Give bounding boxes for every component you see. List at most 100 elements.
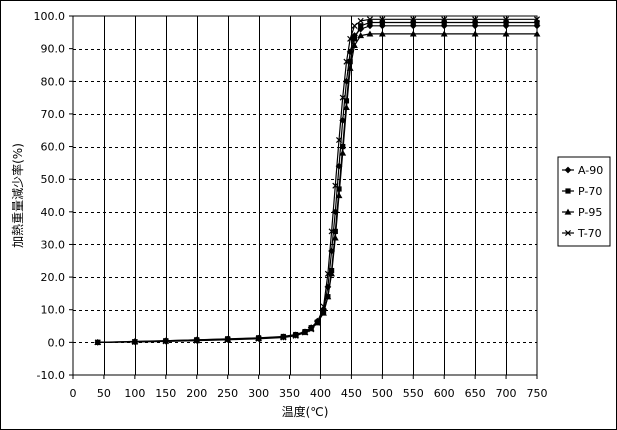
y-tick-label: 10.0 bbox=[41, 304, 66, 317]
x-tick-label: 500 bbox=[372, 387, 393, 400]
plot-area-border bbox=[72, 15, 538, 376]
data-point bbox=[94, 339, 101, 346]
grid bbox=[73, 16, 537, 375]
x-tick-label: 350 bbox=[279, 387, 300, 400]
data-point bbox=[324, 270, 331, 277]
legend-item: T-70 bbox=[562, 227, 602, 240]
x-tick-label: 50 bbox=[97, 387, 111, 400]
legend-item: P-95 bbox=[562, 206, 602, 219]
data-point bbox=[346, 48, 354, 56]
data-point bbox=[280, 334, 287, 341]
y-tick-label: 70.0 bbox=[41, 108, 66, 121]
x-tick-label: 650 bbox=[465, 387, 486, 400]
legend-marker bbox=[564, 166, 572, 174]
data-point bbox=[324, 293, 332, 300]
series-line bbox=[97, 18, 537, 343]
data-point bbox=[351, 22, 358, 29]
data-point bbox=[343, 58, 350, 65]
data-point bbox=[162, 338, 169, 345]
data-point bbox=[440, 30, 448, 37]
y-axis-label: 加熱重量減少率(%) bbox=[10, 143, 25, 248]
data-point bbox=[292, 332, 299, 339]
data-point bbox=[503, 16, 510, 23]
legend-label: A-90 bbox=[578, 164, 603, 177]
data-point bbox=[351, 41, 358, 48]
data-point bbox=[409, 22, 417, 30]
data-point bbox=[409, 30, 417, 37]
data-point bbox=[335, 162, 343, 170]
data-point bbox=[328, 228, 335, 235]
series-line bbox=[97, 25, 537, 343]
y-tick-label: 90.0 bbox=[41, 43, 66, 56]
data-point bbox=[367, 19, 373, 26]
data-point bbox=[320, 303, 327, 310]
x-tick-label: 300 bbox=[248, 387, 269, 400]
data-point bbox=[255, 335, 262, 342]
x-tick-label: 700 bbox=[496, 387, 517, 400]
x-tick-label: 150 bbox=[155, 387, 176, 400]
data-point bbox=[336, 136, 343, 144]
series-p-70 bbox=[95, 19, 540, 345]
y-tick-label: -10.0 bbox=[37, 369, 65, 382]
data-point bbox=[410, 19, 416, 26]
x-axis-ticks: 0 50 100 150 200 250 300 350 400 450 500 550 600 650 7… bbox=[70, 375, 548, 400]
x-tick-label: 750 bbox=[527, 387, 548, 400]
data-point bbox=[332, 182, 339, 189]
y-tick-label: 80.0 bbox=[41, 75, 66, 88]
data-point bbox=[503, 19, 509, 26]
y-tick-label: 50.0 bbox=[41, 173, 66, 186]
data-point bbox=[301, 329, 309, 336]
data-point bbox=[320, 309, 327, 316]
legend-label: T-70 bbox=[577, 227, 602, 240]
data-point bbox=[339, 149, 347, 156]
data-point bbox=[472, 19, 478, 26]
legend-label: P-70 bbox=[578, 185, 602, 198]
x-axis-label: 温度(℃) bbox=[282, 404, 329, 419]
series-a-90 bbox=[94, 22, 541, 346]
data-point bbox=[441, 16, 448, 23]
data-point bbox=[366, 30, 374, 37]
data-point bbox=[328, 270, 336, 277]
data-point bbox=[193, 337, 200, 344]
legend-marker bbox=[564, 208, 572, 215]
series-t-70 bbox=[94, 16, 541, 346]
x-tick-label: 250 bbox=[217, 387, 238, 400]
data-point bbox=[378, 30, 386, 37]
series-line bbox=[97, 33, 537, 343]
legend-item: P-70 bbox=[562, 185, 602, 198]
y-axis-ticks: -10.0 0.0 10.0 20.0 30.0 40.0 50.0 60.0 70.0 80.0… bbox=[34, 10, 73, 382]
x-tick-label: 200 bbox=[186, 387, 207, 400]
y-tick-label: 20.0 bbox=[41, 271, 66, 284]
legend-item: A-90 bbox=[562, 164, 603, 177]
data-point bbox=[339, 94, 346, 101]
data-point bbox=[308, 326, 315, 333]
x-tick-label: 600 bbox=[434, 387, 455, 400]
data-point bbox=[343, 103, 350, 110]
legend-marker bbox=[564, 229, 572, 237]
legend-marker bbox=[565, 188, 571, 194]
y-tick-label: 30.0 bbox=[41, 238, 66, 251]
x-tick-label: 100 bbox=[124, 387, 145, 400]
data-point bbox=[314, 319, 321, 326]
data-point bbox=[379, 19, 385, 26]
data-point bbox=[347, 59, 353, 65]
data-point bbox=[358, 23, 364, 29]
data-point bbox=[357, 32, 365, 39]
x-tick-label: 450 bbox=[341, 387, 362, 400]
y-tick-label: 40.0 bbox=[41, 206, 66, 219]
legend-label: P-95 bbox=[578, 206, 602, 219]
data-point bbox=[224, 336, 231, 343]
x-tick-label: 400 bbox=[310, 387, 331, 400]
data-point bbox=[351, 36, 358, 42]
data-point bbox=[347, 35, 354, 42]
series-line bbox=[97, 21, 537, 343]
x-tick-label: 550 bbox=[403, 387, 424, 400]
data-point bbox=[472, 16, 479, 23]
data-point bbox=[346, 64, 354, 71]
data-point bbox=[131, 339, 138, 346]
data-point bbox=[502, 30, 510, 37]
data-point bbox=[335, 192, 343, 199]
y-tick-label: 100.0 bbox=[34, 10, 66, 23]
data-point bbox=[343, 98, 350, 104]
